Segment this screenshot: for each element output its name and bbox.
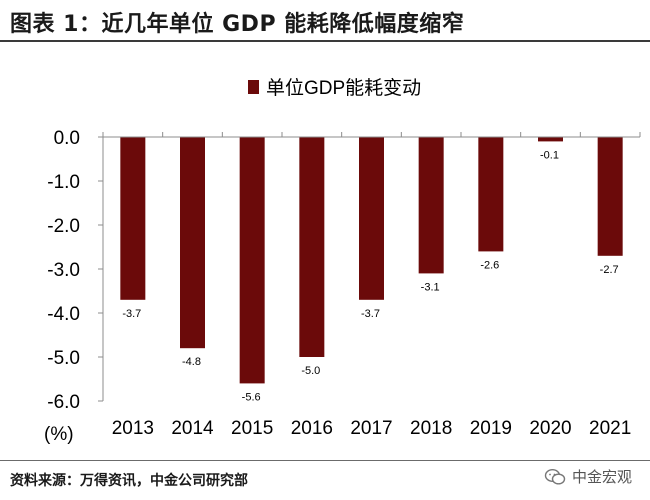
x-tick-2014: 2014 — [171, 418, 214, 439]
bar-2016 — [299, 137, 325, 357]
data-label-2018: -3.1 — [421, 281, 440, 293]
x-tick-2018: 2018 — [410, 418, 452, 439]
data-label-2014: -4.8 — [182, 356, 201, 368]
data-label-2015: -5.6 — [242, 391, 261, 403]
data-label-2019: -2.6 — [480, 259, 499, 271]
page-title: 图表 1：近几年单位 GDP 能耗降低幅度缩窄 — [10, 12, 465, 37]
y-tick-label: -6.0 — [47, 392, 80, 413]
data-label-2013: -3.7 — [122, 308, 141, 320]
y-tick-labels: 0.0 -1.0 -2.0 -3.0 -4.0 -5.0 -6.0 — [47, 128, 80, 413]
data-label-2016: -5.0 — [301, 365, 320, 377]
y-tick-label: -2.0 — [47, 216, 80, 237]
wechat-icon — [544, 468, 566, 485]
data-label-2021: -2.7 — [600, 264, 619, 276]
bar-2020 — [538, 137, 563, 142]
bar-2019 — [478, 137, 504, 252]
footer-divider — [0, 460, 650, 461]
legend-swatch — [248, 80, 259, 94]
x-tick-2016: 2016 — [291, 418, 333, 439]
bar-2018 — [418, 137, 444, 274]
x-tick-2021: 2021 — [589, 418, 631, 439]
title-divider — [0, 40, 650, 42]
bar-group — [120, 137, 623, 384]
y-unit-label: (%) — [44, 424, 74, 445]
legend-label: 单位GDP能耗变动 — [266, 77, 421, 99]
y-tick-label: -5.0 — [47, 348, 80, 369]
bar-2021 — [597, 137, 623, 256]
bar-2014 — [180, 137, 205, 349]
legend: 单位GDP能耗变动 — [248, 77, 421, 99]
bar-chart: 单位GDP能耗变动 -3.7 -4.8 -5.6 -5.0 -3.7 -3.1 -2.6 -0… — [44, 77, 641, 445]
y-tick-label: -3.0 — [47, 260, 80, 281]
bar-2013 — [120, 137, 146, 300]
x-tick-labels: 2013 2014 2015 2016 2017 2018 2019 2020 2021 — [112, 418, 632, 439]
axes — [98, 132, 641, 402]
source-note: 资料来源：万得资讯，中金公司研究部 — [10, 473, 248, 489]
watermark-text: 中金宏观 — [571, 468, 632, 486]
data-label-2017: -3.7 — [361, 308, 380, 320]
data-label-group: -3.7 -4.8 -5.6 -5.0 -3.7 -3.1 -2.6 -0.1 -2.7 — [122, 149, 618, 403]
watermark: 中金宏观 — [544, 466, 632, 487]
y-tick-label: 0.0 — [54, 128, 80, 149]
x-tick-2013: 2013 — [112, 418, 154, 439]
x-tick-2017: 2017 — [350, 418, 392, 439]
x-tick-2019: 2019 — [470, 418, 512, 439]
data-label-2020: -0.1 — [540, 149, 559, 161]
bar-2017 — [359, 137, 384, 300]
x-tick-2015: 2015 — [231, 418, 273, 439]
x-tick-2020: 2020 — [529, 418, 571, 439]
bar-2015 — [239, 137, 265, 384]
y-tick-label: -4.0 — [47, 304, 80, 325]
y-tick-label: -1.0 — [47, 172, 80, 193]
